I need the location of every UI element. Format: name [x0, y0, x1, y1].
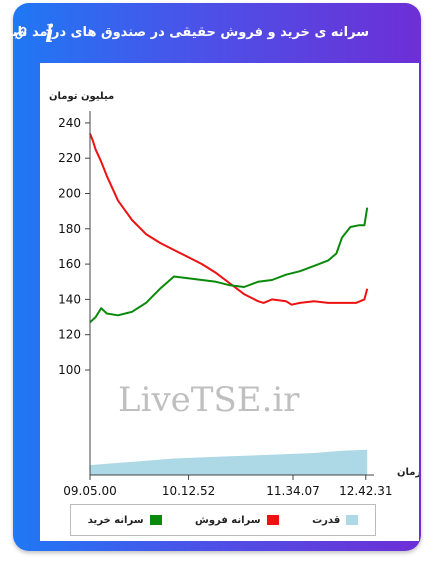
legend-item-buy[interactable]: سرانه خرید [88, 515, 162, 526]
widget-frame: سرانه ی خرید و فروش حقیقی در صندوق های د… [0, 3, 421, 551]
legend-item-sell[interactable]: سرانه فروش [195, 515, 279, 526]
y-tick-label: 240 [58, 116, 81, 130]
watermark: LiveTSE.ir [118, 380, 300, 420]
y-tick-label: 160 [58, 257, 81, 271]
x-tick-label: 12.42.31 [339, 484, 392, 498]
series-sell-line [89, 133, 369, 306]
y-tick-label: 140 [58, 292, 81, 306]
chart-svg: میلیون تومان زمان LiveTSE.ir 100 120 140 16… [49, 91, 419, 498]
legend-swatch-buy [149, 515, 162, 525]
header: سرانه ی خرید و فروش حقیقی در صندوق های د… [0, 3, 421, 59]
legend-label-power: قدرت [312, 514, 341, 526]
chart-title: سرانه ی خرید و فروش حقیقی در صندوق های د… [0, 25, 369, 40]
x-tick-label: 11.34.07 [266, 484, 319, 498]
x-tick-label: 09.05.00 [63, 484, 116, 498]
y-tick-label: 180 [58, 222, 81, 236]
info-icon[interactable]: i [45, 19, 55, 48]
series-buy-line [89, 207, 369, 324]
legend-item-power[interactable]: قدرت [312, 514, 359, 526]
series-power-area [90, 449, 368, 475]
legend-swatch-sell [266, 515, 279, 525]
y-axis-label: میلیون تومان [49, 91, 114, 102]
y-tick-label: 120 [58, 328, 81, 342]
legend-label-sell: سرانه فروش [195, 514, 261, 526]
chart-panel: میلیون تومان زمان LiveTSE.ir 100 120 140 16… [40, 63, 419, 541]
y-tick-label: 100 [58, 363, 81, 377]
y-tick-label: 200 [58, 187, 81, 201]
legend-label-buy: سرانه خرید [87, 514, 144, 526]
link-icon[interactable] [13, 25, 29, 41]
x-axis-label: زمان [397, 467, 419, 478]
legend-swatch-power [346, 515, 359, 525]
x-tick-label: 10.12.52 [162, 484, 215, 498]
y-tick-label: 220 [58, 151, 81, 165]
legend: سرانه خرید سرانه فروش قدرت [70, 504, 376, 536]
